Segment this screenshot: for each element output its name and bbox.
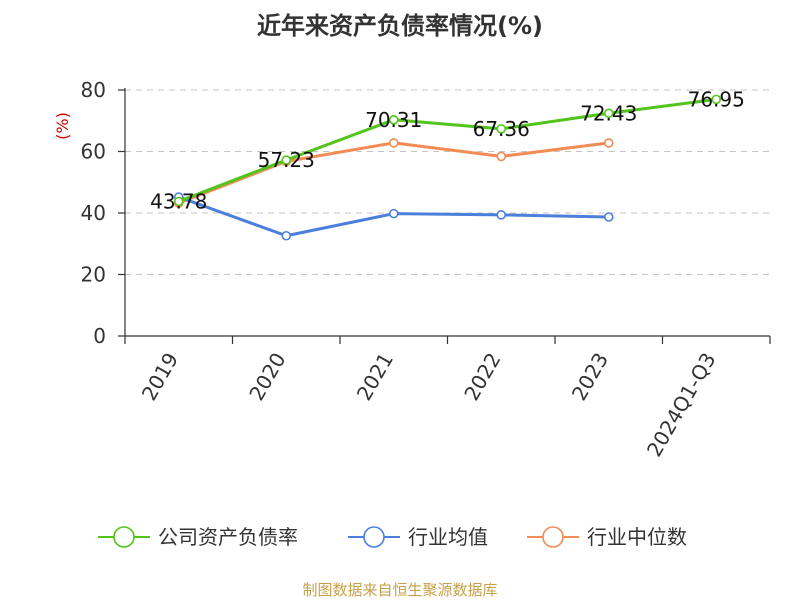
grid-lines <box>125 89 770 275</box>
data-label: 76.95 <box>688 87 745 111</box>
y-tick-label: 20 <box>81 263 106 287</box>
legend: 公司资产负债率 行业均值 行业中位数 <box>98 525 687 549</box>
x-tick-label: 2022 <box>459 349 505 405</box>
legend-marker <box>113 526 135 548</box>
data-label: 67.36 <box>473 117 530 141</box>
data-label: 57.23 <box>258 148 315 172</box>
x-tick-label: 2024Q1-Q3 <box>642 349 721 461</box>
y-tick-label: 80 <box>81 78 106 102</box>
y-axis-unit: (%) <box>53 112 72 140</box>
data-label: 43.78 <box>150 189 207 213</box>
legend-label: 公司资产负债率 <box>158 525 298 549</box>
y-tick-label: 0 <box>93 324 106 348</box>
legend-item: 行业均值 <box>348 525 488 549</box>
legend-label: 行业均值 <box>408 525 488 549</box>
y-tick-label: 40 <box>81 201 106 225</box>
series-layer <box>173 94 722 241</box>
legend-item: 行业中位数 <box>527 525 687 549</box>
legend-item: 公司资产负债率 <box>98 525 298 549</box>
data-point <box>388 114 399 125</box>
data-point <box>388 208 399 219</box>
data-point <box>173 196 184 207</box>
x-tick-label: 2021 <box>352 349 398 405</box>
data-point <box>603 108 614 119</box>
x-tick-label: 2019 <box>137 349 183 405</box>
data-label: 70.31 <box>365 108 422 132</box>
data-point <box>281 155 292 165</box>
source-note: 制图数据来自恒生聚源数据库 <box>302 581 497 599</box>
series-line <box>177 97 718 203</box>
legend-marker <box>542 526 564 548</box>
chart-title: 近年来资产负债率情况(%) <box>257 12 543 40</box>
data-point <box>496 210 507 220</box>
legend-marker <box>363 526 385 548</box>
data-label: 72.43 <box>580 101 637 125</box>
x-tick-label: 2020 <box>244 349 290 405</box>
data-point <box>711 94 722 105</box>
data-point <box>603 138 614 148</box>
axes: 0 20 40 60 80 2019 2020 2021 2022 2023 2024Q1-Q3 <box>81 78 771 461</box>
data-labels: 43.78 57.23 70.31 67.36 72.43 76.95 <box>150 87 745 213</box>
data-point <box>388 138 399 148</box>
legend-label: 行业中位数 <box>587 525 687 549</box>
y-tick-label: 60 <box>81 140 106 164</box>
x-tick-label: 2023 <box>567 349 613 405</box>
data-point <box>496 124 507 134</box>
data-point <box>281 230 292 241</box>
data-point <box>603 212 614 222</box>
data-point <box>496 151 507 162</box>
